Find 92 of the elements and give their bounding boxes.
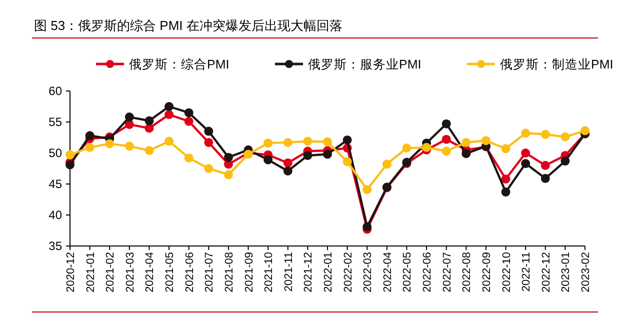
point bbox=[264, 155, 273, 164]
point bbox=[184, 153, 194, 162]
x-tick-label: 2022-12 bbox=[540, 252, 552, 292]
point bbox=[342, 135, 352, 144]
point bbox=[462, 149, 471, 158]
y-tick-label: 40 bbox=[48, 208, 62, 222]
point bbox=[85, 131, 94, 140]
point bbox=[521, 159, 530, 168]
legend-label: 俄罗斯：综合PMI bbox=[129, 58, 230, 72]
x-tick-label: 2022-05 bbox=[402, 252, 414, 292]
point bbox=[362, 185, 372, 194]
point bbox=[144, 124, 154, 133]
x-tick-label: 2021-10 bbox=[263, 252, 276, 292]
point bbox=[540, 174, 550, 183]
legend-label: 俄罗斯：服务业PMI bbox=[308, 58, 422, 72]
point bbox=[264, 138, 273, 148]
point bbox=[66, 150, 74, 160]
x-tick-label: 2022-04 bbox=[382, 252, 394, 292]
y-tick-label: 55 bbox=[48, 115, 62, 129]
x-tick-label: 2021-02 bbox=[104, 252, 117, 292]
point bbox=[402, 144, 412, 153]
point bbox=[184, 116, 194, 126]
point bbox=[342, 157, 352, 166]
y-tick-label: 45 bbox=[48, 177, 62, 191]
point bbox=[303, 136, 312, 146]
x-tick-label: 2021-03 bbox=[124, 252, 136, 292]
point bbox=[442, 119, 451, 128]
point bbox=[164, 102, 174, 111]
x-tick-label: 2022-06 bbox=[422, 252, 434, 292]
x-tick-label: 2023-02 bbox=[580, 252, 592, 292]
point bbox=[283, 158, 292, 168]
point bbox=[303, 150, 312, 160]
x-tick-label: 2022-01 bbox=[322, 252, 334, 292]
point bbox=[323, 137, 332, 146]
point bbox=[362, 222, 372, 232]
point bbox=[501, 144, 510, 154]
chart-title: 图 53：俄罗斯的综合 PMI 在冲突爆发后出现大幅回落 bbox=[34, 18, 342, 33]
x-tick-label: 2022-07 bbox=[441, 252, 454, 292]
x-tick-label: 2023-01 bbox=[560, 252, 572, 292]
point bbox=[164, 136, 174, 146]
x-tick-label: 2022-09 bbox=[480, 252, 493, 292]
point bbox=[283, 138, 292, 147]
point bbox=[540, 160, 550, 170]
point bbox=[66, 160, 74, 170]
point bbox=[481, 136, 490, 146]
point bbox=[204, 126, 214, 136]
y-tick-label: 35 bbox=[48, 239, 62, 253]
point bbox=[323, 150, 332, 159]
point bbox=[184, 108, 194, 118]
point bbox=[560, 156, 570, 166]
x-tick-label: 2022-08 bbox=[461, 252, 474, 292]
x-tick-label: 2021-09 bbox=[243, 252, 256, 292]
point bbox=[85, 142, 94, 152]
y-tick-label: 60 bbox=[48, 84, 62, 98]
x-tick-label: 2020-12 bbox=[65, 252, 77, 292]
point bbox=[521, 128, 530, 138]
y-tick-label: 50 bbox=[48, 146, 62, 160]
x-tick-label: 2021-01 bbox=[84, 252, 97, 292]
point bbox=[105, 139, 114, 148]
point bbox=[204, 138, 214, 147]
point bbox=[540, 130, 550, 139]
point bbox=[144, 146, 154, 156]
point bbox=[501, 188, 510, 197]
x-tick-label: 2021-05 bbox=[164, 252, 176, 292]
x-tick-label: 2021-06 bbox=[184, 252, 196, 292]
x-tick-label: 2021-08 bbox=[223, 252, 236, 292]
x-tick-label: 2021-04 bbox=[144, 252, 156, 292]
point bbox=[283, 166, 292, 176]
point bbox=[442, 134, 451, 144]
point bbox=[462, 138, 471, 147]
point bbox=[422, 142, 432, 152]
x-tick-label: 2022-03 bbox=[362, 252, 374, 292]
point bbox=[382, 160, 392, 169]
x-tick-label: 2021-07 bbox=[204, 252, 216, 292]
point bbox=[164, 110, 174, 120]
point bbox=[124, 112, 134, 122]
point bbox=[224, 152, 233, 162]
point bbox=[442, 146, 451, 156]
x-tick-label: 2021-11 bbox=[282, 252, 295, 292]
x-tick-label: 2021-12 bbox=[302, 252, 315, 292]
point bbox=[124, 142, 134, 151]
x-tick-label: 2022-10 bbox=[500, 252, 513, 292]
point bbox=[560, 132, 570, 142]
legend-label: 俄罗斯：制造业PMI bbox=[500, 58, 614, 72]
x-tick-label: 2022-11 bbox=[520, 252, 533, 292]
point bbox=[224, 170, 233, 180]
point bbox=[580, 126, 590, 136]
point bbox=[204, 164, 214, 173]
point bbox=[501, 174, 510, 184]
x-tick-label: 2022-02 bbox=[342, 252, 354, 292]
point bbox=[521, 148, 530, 158]
point bbox=[144, 116, 154, 126]
